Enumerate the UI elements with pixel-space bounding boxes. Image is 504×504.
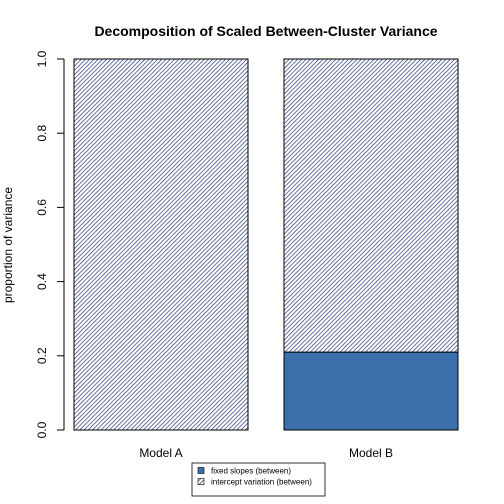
bar-segment-fixed-slopes [283, 351, 459, 431]
y-tick-label: 0.4 [35, 273, 49, 290]
category-labels: Model A Model B [139, 446, 393, 460]
bar-segment-intercept-variation [283, 58, 459, 353]
legend-label: fixed slopes (between) [211, 467, 291, 476]
legend-label: intercept variation (between) [211, 478, 312, 487]
y-tick-label: 0.6 [35, 199, 49, 216]
y-tick-label: 0.8 [35, 125, 49, 142]
y-axis: 0.0 0.2 0.4 0.6 0.8 1.0 [35, 50, 65, 438]
bar-segment-intercept-variation [73, 58, 249, 431]
chart-title: Decomposition of Scaled Between-Cluster … [94, 23, 437, 39]
y-tick-label: 0.0 [35, 421, 49, 438]
legend-swatch [197, 467, 205, 474]
category-label: Model A [139, 446, 182, 460]
bars-group [73, 58, 459, 431]
legend: fixed slopes (between) intercept variatio… [191, 462, 326, 497]
y-axis-label: proportion of variance [1, 187, 15, 303]
legend-swatch [197, 478, 205, 485]
y-tick-label: 0.2 [35, 347, 49, 364]
legend-box [191, 462, 326, 497]
category-label: Model B [349, 446, 393, 460]
y-tick-label: 1.0 [35, 50, 49, 67]
